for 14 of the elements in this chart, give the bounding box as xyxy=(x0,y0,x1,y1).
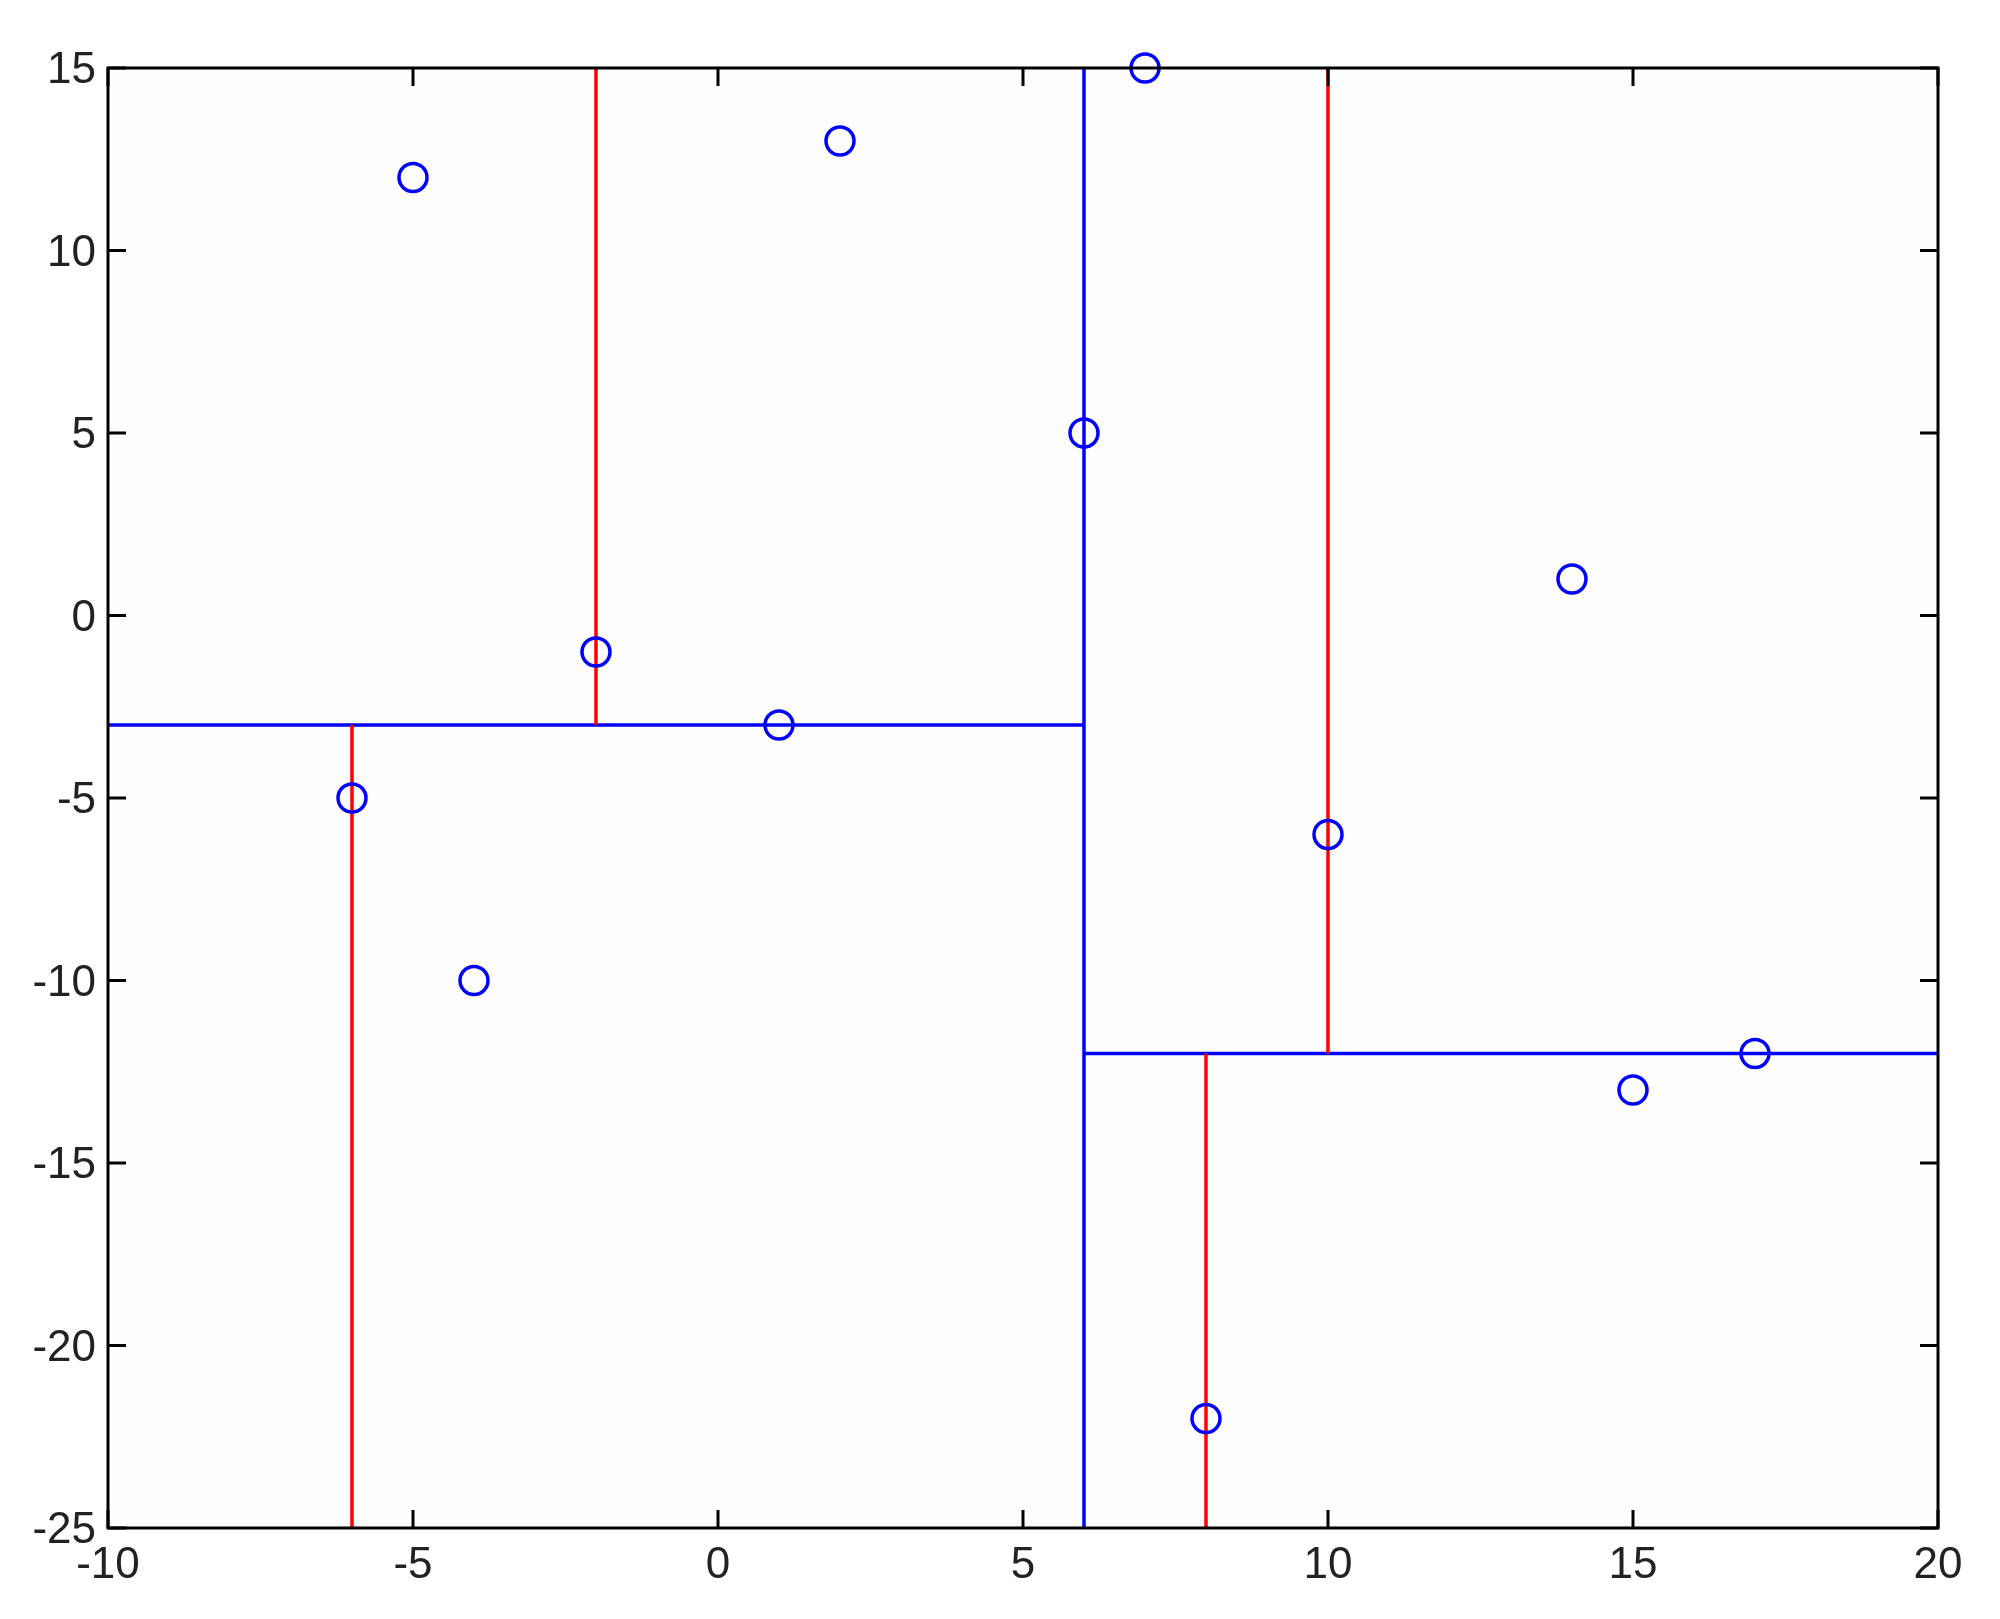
y-tick-label: -10 xyxy=(32,955,96,1005)
x-tick-label: 15 xyxy=(1608,1538,1658,1587)
y-tick-label: -5 xyxy=(56,773,96,822)
y-tick-label: 10 xyxy=(47,225,96,275)
y-tick-label: -15 xyxy=(32,1138,96,1187)
y-tick-label: 15 xyxy=(47,43,96,92)
y-tick-label: 0 xyxy=(71,590,96,640)
x-tick-label: 10 xyxy=(1303,1538,1353,1587)
x-tick-label: -5 xyxy=(393,1538,433,1587)
y-tick-label: 5 xyxy=(71,408,96,457)
x-tick-label: 0 xyxy=(705,1538,731,1587)
y-tick-label: -20 xyxy=(32,1320,96,1370)
x-tick-label: 20 xyxy=(1913,1538,1963,1587)
x-tick-label: 5 xyxy=(1010,1538,1036,1587)
